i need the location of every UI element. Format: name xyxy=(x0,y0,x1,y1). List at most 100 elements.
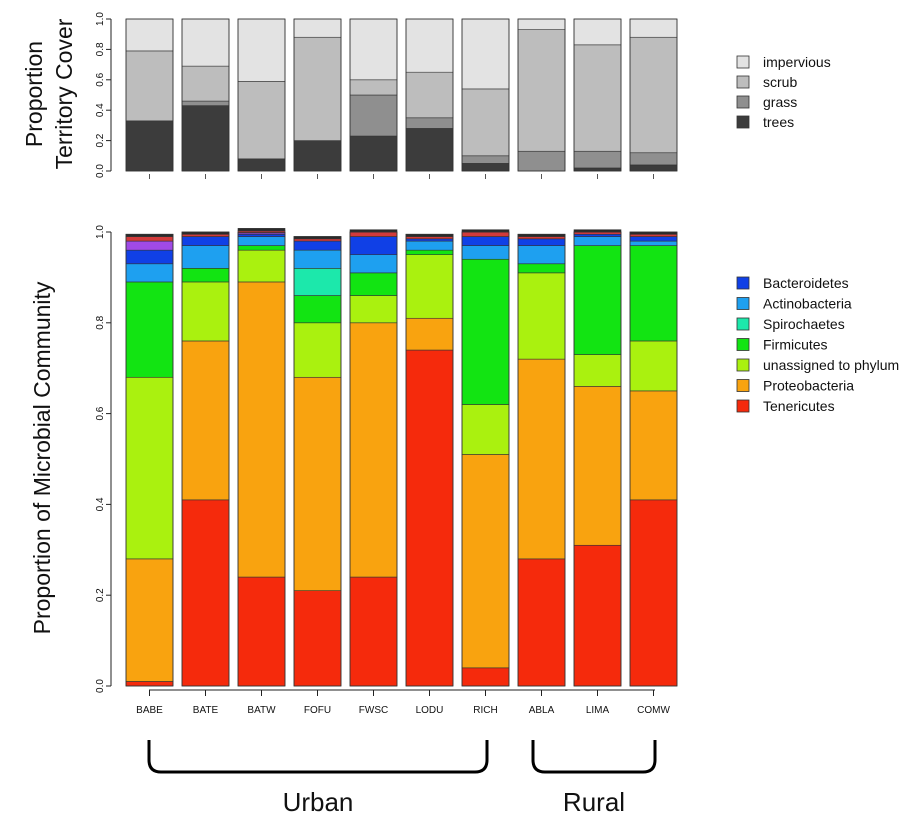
bottom-bar-segment xyxy=(349,254,398,274)
bottom-bars xyxy=(125,228,678,687)
top-bar-segment xyxy=(181,105,230,172)
bottom-xtick-label: LIMA xyxy=(586,705,610,716)
bottom-bar-segment xyxy=(461,667,510,687)
top-bar-segment xyxy=(629,164,678,172)
bottom-bar xyxy=(293,236,342,687)
top-bar-segment xyxy=(125,50,174,122)
top-bar-segment xyxy=(349,94,398,137)
bottom-bar xyxy=(237,231,286,687)
bottom-x-axis: BABE BATE BATW FOFU FWSC LODU RICH ABLA LIMA COMW xyxy=(136,689,670,716)
bottom-bar-segment xyxy=(293,249,342,269)
bottom-bar-segment xyxy=(461,404,510,455)
top-ytick-label: 0.0 xyxy=(95,164,106,178)
top-bar-segment xyxy=(405,117,454,129)
top-y-axis: 0.0 0.2 0.4 0.6 0.8 1.0 xyxy=(95,12,654,179)
bottom-bar-segment xyxy=(237,233,286,237)
bottom-xtick-label: BATW xyxy=(247,705,276,716)
bottom-xtick-label: LODU xyxy=(416,705,444,716)
bottom-bar-segment xyxy=(461,245,510,260)
bottom-bar-segment xyxy=(629,390,678,501)
bottom-bar-segment xyxy=(181,499,230,687)
bottom-bar-segment xyxy=(181,245,230,269)
top-bar-segment xyxy=(237,81,286,160)
bottom-bar-segment xyxy=(405,236,454,240)
bottom-bar xyxy=(629,231,678,687)
bottom-legend-label: Proteobacteria xyxy=(763,378,854,394)
urban-label: Urban xyxy=(283,787,354,814)
top-bar-segment xyxy=(181,65,230,102)
bottom-bar-segment xyxy=(293,240,342,251)
top-bar-segment xyxy=(629,36,678,154)
top-bar-segment xyxy=(461,163,510,172)
bottom-bar-segment xyxy=(237,236,286,246)
bottom-bar-segment xyxy=(181,268,230,283)
bottom-bar xyxy=(181,231,230,687)
bottom-bar-segment xyxy=(125,249,174,265)
bottom-legend-label: Firmicutes xyxy=(763,337,828,353)
top-bar-segment xyxy=(573,44,622,152)
top-bar-segment xyxy=(573,167,622,172)
bottom-bar-segment xyxy=(461,231,510,237)
bottom-bar xyxy=(461,231,510,687)
top-bar-segment xyxy=(181,100,230,106)
bottom-bar-segment xyxy=(405,349,454,687)
bottom-y-axis: 0.0 0.2 0.4 0.6 0.8 1.0 xyxy=(95,225,112,693)
top-bar xyxy=(517,18,566,172)
bottom-bar-segment xyxy=(293,322,342,378)
bottom-bar-segment xyxy=(125,681,174,687)
bottom-legend-label: Actinobacteria xyxy=(763,296,852,312)
bottom-legend-swatch xyxy=(736,276,750,290)
bottom-ytick-label: 0.4 xyxy=(95,497,106,511)
top-bar xyxy=(181,18,230,172)
bottom-bar-segment xyxy=(125,263,174,283)
top-legend-swatch xyxy=(736,55,750,69)
bottom-bar xyxy=(349,231,398,687)
bottom-ytick-label: 1.0 xyxy=(95,225,106,239)
bottom-xtick-label: FWSC xyxy=(359,705,388,716)
top-bar xyxy=(293,18,342,172)
top-bar-segment xyxy=(517,150,566,172)
bottom-bar-segment xyxy=(573,245,622,355)
bottom-bar-segment xyxy=(629,245,678,342)
bottom-bar-segment xyxy=(405,317,454,351)
top-ytick-label: 0.6 xyxy=(95,72,106,86)
bottom-bar-segment xyxy=(573,233,622,237)
bottom-bar-segment xyxy=(629,236,678,242)
top-bar-segment xyxy=(181,18,230,67)
top-bar xyxy=(237,18,286,172)
top-legend-label: trees xyxy=(763,114,794,130)
bottom-bar xyxy=(405,233,454,687)
top-bar-segment xyxy=(517,18,566,30)
bottom-bar-segment xyxy=(349,231,398,237)
top-bar-segment xyxy=(293,18,342,38)
bottom-bar-segment xyxy=(517,358,566,560)
bottom-bar-segment xyxy=(349,322,398,578)
bottom-legend-swatch xyxy=(736,399,750,413)
bottom-bar-segment xyxy=(573,544,622,687)
top-bar-segment xyxy=(461,18,510,90)
top-bar-segment xyxy=(629,152,678,166)
bottom-bar-segment xyxy=(293,295,342,324)
top-bar-segment xyxy=(573,150,622,169)
top-bar-segment xyxy=(349,135,398,172)
top-bar-segment xyxy=(461,155,510,164)
top-bar-segment xyxy=(629,18,678,38)
top-ytick-label: 1.0 xyxy=(95,12,106,26)
bottom-bar-segment xyxy=(629,499,678,687)
bottom-bar-segment xyxy=(181,236,230,246)
bottom-xtick-label: FOFU xyxy=(304,705,331,716)
bottom-bar-segment xyxy=(349,576,398,687)
bottom-bar-segment xyxy=(349,236,398,255)
bottom-legend-label: Bacteroidetes xyxy=(763,275,849,291)
bottom-bar-segment xyxy=(517,263,566,274)
bottom-bar-segment xyxy=(629,233,678,237)
bottom-bar-segment xyxy=(125,236,174,242)
top-ytick-label: 0.2 xyxy=(95,133,106,147)
top-bar-segment xyxy=(293,140,342,172)
bottom-bar xyxy=(573,231,622,687)
bottom-bar-segment xyxy=(293,376,342,591)
bottom-bar-segment xyxy=(125,558,174,682)
top-bars xyxy=(125,18,678,172)
urban-bracket: Urban xyxy=(147,740,489,814)
top-bar xyxy=(349,18,398,172)
